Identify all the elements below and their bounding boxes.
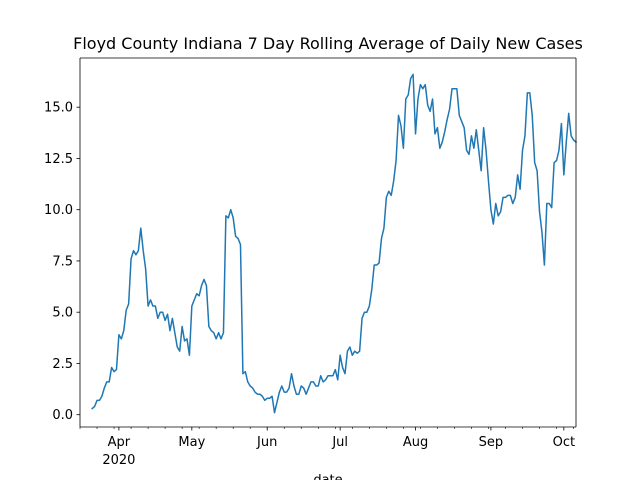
y-tick-label: 5.0 — [52, 306, 73, 321]
x-tick-label: Oct — [553, 435, 575, 450]
plot-area — [80, 58, 576, 427]
y-tick-label: 10.0 — [44, 203, 73, 218]
series-line — [91, 73, 578, 414]
x-axis: Apr 2020 May Jun Jul Aug Sep Oct — [79, 427, 575, 468]
x-tick-label: Aug — [403, 435, 428, 450]
x-tick-label: Apr — [108, 435, 131, 450]
y-tick-label: 15.0 — [44, 101, 73, 116]
x-tick-label: May — [178, 435, 205, 450]
chart-title: Floyd County Indiana 7 Day Rolling Avera… — [73, 34, 583, 53]
y-tick-label: 0.0 — [52, 408, 73, 423]
x-axis-label: date — [313, 473, 342, 480]
x-tick-sublabel: 2020 — [102, 453, 135, 468]
y-tick-label: 2.5 — [52, 357, 73, 372]
y-tick-label: 7.5 — [52, 254, 73, 269]
y-axis: 0.0 2.5 5.0 7.5 10.0 12.5 15.0 — [44, 101, 80, 423]
y-tick-label: 12.5 — [44, 152, 73, 167]
axes-frame — [79, 57, 577, 428]
x-tick-label: Jul — [331, 435, 348, 450]
x-tick-label: Sep — [479, 435, 504, 450]
x-tick-label: Jun — [256, 435, 277, 450]
